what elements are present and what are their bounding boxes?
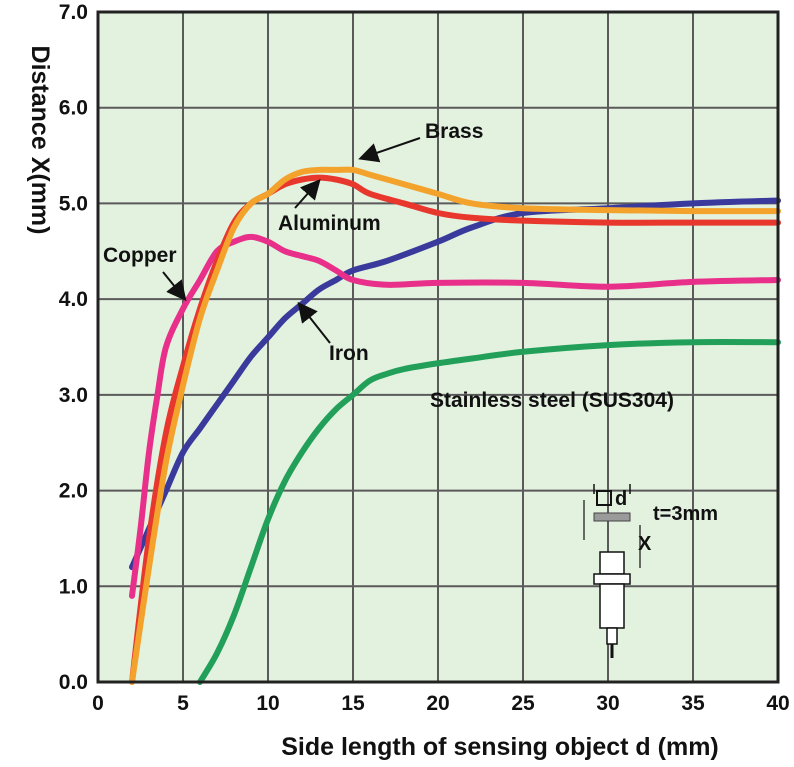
label-arrow — [358, 137, 421, 163]
label-arrow — [294, 179, 321, 209]
label-arrow — [162, 271, 187, 302]
y-tick-label: 0.0 — [59, 671, 88, 694]
target-square-icon — [596, 490, 612, 506]
series-label-aluminum: Aluminum — [278, 212, 381, 235]
y-axis-title: Distance X(mm) — [26, 46, 54, 235]
sensor-head-icon — [599, 551, 625, 575]
series-label-stainless-steel-sus304: Stainless steel (SUS304) — [430, 389, 674, 412]
sensor-body-icon — [599, 583, 625, 629]
y-tick-label: 6.0 — [59, 97, 88, 120]
series-label-brass: Brass — [425, 120, 483, 143]
x-tick-label: 20 — [426, 692, 449, 715]
x-tick-label: 0 — [92, 692, 104, 715]
x-axis-ticks: 0 5 10 15 20 25 30 35 40 — [92, 692, 790, 715]
x-tick-label: 10 — [256, 692, 279, 715]
series-line-stainless-steel-sus304 — [197, 339, 781, 685]
series-curves — [129, 166, 781, 685]
x-tick-label: 30 — [596, 692, 619, 715]
y-tick-label: 2.0 — [59, 480, 88, 503]
series-line-iron — [129, 197, 781, 571]
sensor-nut-icon — [593, 573, 631, 585]
series-line-copper — [129, 233, 781, 599]
label-arrow — [297, 301, 331, 344]
y-tick-label: 3.0 — [59, 384, 88, 407]
x-axis-title: Side length of sensing object d (mm) — [281, 733, 719, 761]
series-line-brass — [129, 166, 781, 685]
x-tick-label: 15 — [341, 692, 365, 715]
y-tick-label: 5.0 — [59, 192, 88, 215]
x-tick-label: 35 — [681, 692, 705, 715]
inset-x-label: X — [638, 533, 652, 555]
y-tick-label: 4.0 — [59, 288, 88, 311]
series-line-aluminum — [129, 174, 781, 685]
x-tick-label: 5 — [177, 692, 189, 715]
y-tick-label: 1.0 — [59, 575, 88, 598]
y-tick-label: 7.0 — [59, 1, 88, 24]
inset-thickness-label: t=3mm — [653, 503, 718, 525]
x-tick-label: 40 — [766, 692, 789, 715]
series-label-iron: Iron — [329, 342, 369, 365]
sensor-diagram-inset: d t=3mm X — [583, 484, 718, 658]
series-labels: Copper Aluminum Brass Iron Stainless steel (… — [103, 120, 674, 412]
x-tick-label: 25 — [511, 692, 535, 715]
y-axis-ticks: 0.0 1.0 2.0 3.0 4.0 5.0 6.0 7.0 — [59, 1, 88, 694]
target-plate-icon — [593, 512, 631, 522]
plot-frame — [96, 10, 780, 684]
sensor-cable-icon — [606, 627, 618, 645]
series-label-copper: Copper — [103, 244, 177, 267]
inset-d-label: d — [615, 488, 627, 510]
